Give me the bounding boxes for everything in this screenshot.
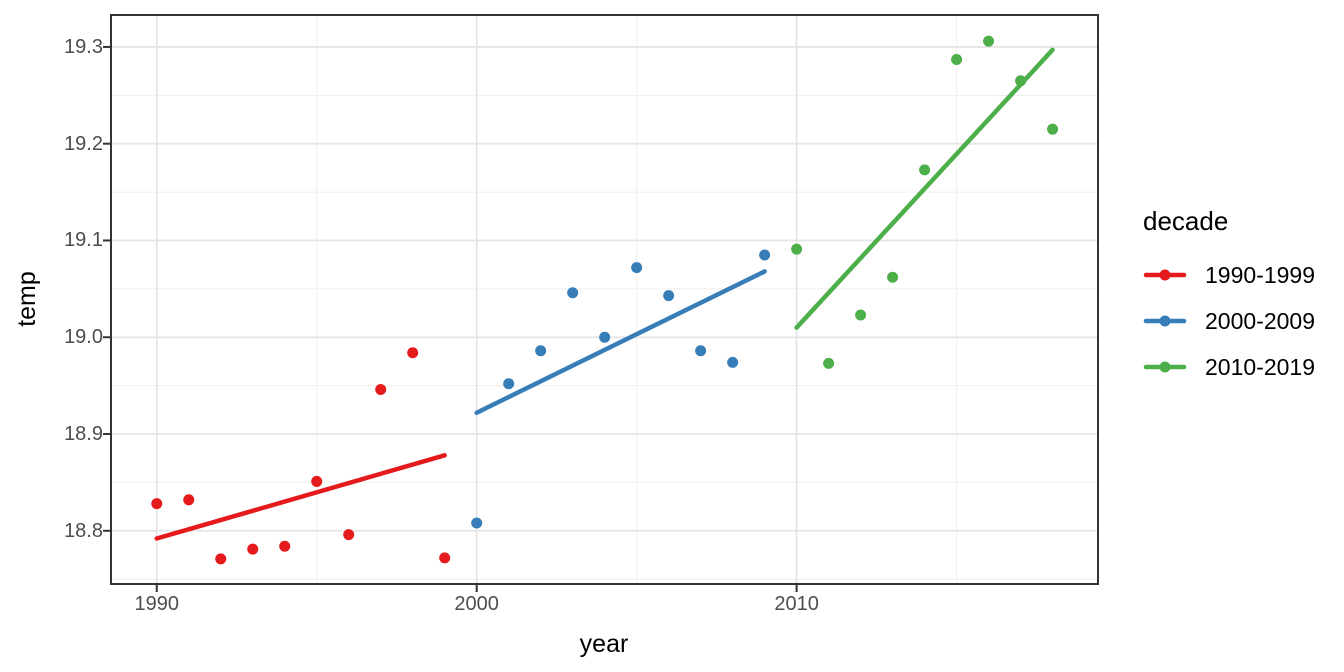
data-point-2010-2019 [823,357,835,369]
x-tick-label: 2000 [454,593,499,615]
y-tick-label: 19.3 [64,35,103,58]
x-axis-title: year [579,630,629,658]
data-point-2010-2019 [855,309,867,321]
data-point-2000-2009 [503,378,515,390]
legend-key-icon [1143,315,1187,327]
panel-border [110,14,1099,585]
data-point-2010-2019 [951,54,963,66]
data-point-2000-2009 [535,345,547,357]
legend-key-icon [1143,361,1187,373]
y-tick-label: 18.8 [64,519,103,542]
data-point-2010-2019 [1047,123,1059,135]
data-point-2000-2009 [695,345,707,357]
legend-entry: 1990-1999 [1143,252,1315,298]
legend-entries: 1990-1999 2000-2009 2010-2019 [1143,252,1315,390]
data-point-1990-1999 [247,543,259,555]
data-point-1990-1999 [279,540,291,552]
y-axis-title: temp [13,271,41,327]
data-point-2000-2009 [727,356,739,368]
data-point-1990-1999 [215,553,227,565]
data-point-2000-2009 [759,249,771,261]
data-point-2000-2009 [663,290,675,302]
data-point-1990-1999 [183,494,195,506]
x-tick-label: 2010 [774,593,819,615]
legend-entry-label: 2000-2009 [1205,307,1315,334]
data-point-1990-1999 [151,498,163,510]
data-point-2010-2019 [887,271,899,283]
legend-key-icon [1143,269,1187,281]
legend-title: decade [1143,206,1229,236]
x-tick-label: 1990 [134,593,180,615]
data-point-2000-2009 [599,331,611,343]
trend-line-2010-2019 [794,47,1055,330]
data-point-2010-2019 [791,243,803,255]
y-tick-label: 19.2 [64,132,103,155]
data-point-1990-1999 [375,383,387,395]
data-point-2010-2019 [983,35,995,47]
data-point-1990-1999 [439,552,451,564]
y-tick-label: 19.1 [64,229,103,252]
data-point-2000-2009 [631,262,643,274]
data-point-2000-2009 [567,287,579,299]
data-point-1990-1999 [407,347,419,359]
data-point-2010-2019 [1015,75,1027,87]
data-point-2000-2009 [471,517,483,529]
data-point-1990-1999 [343,529,355,541]
legend-entry-label: 1990-1999 [1205,261,1315,288]
legend-entry-label: 2010-2019 [1205,353,1315,380]
trend-line-1990-1999 [154,453,447,541]
legend-entry: 2000-2009 [1143,298,1315,344]
legend: decade 1990-1999 2000-2009 2010-2019 [1143,204,1315,390]
y-tick-label: 19.0 [64,326,103,349]
y-tick-label: 18.9 [64,423,103,445]
data-point-1990-1999 [311,475,323,487]
legend-entry: 2010-2019 [1143,344,1315,390]
data-point-2010-2019 [919,164,931,176]
trend-line-2000-2009 [474,269,767,415]
